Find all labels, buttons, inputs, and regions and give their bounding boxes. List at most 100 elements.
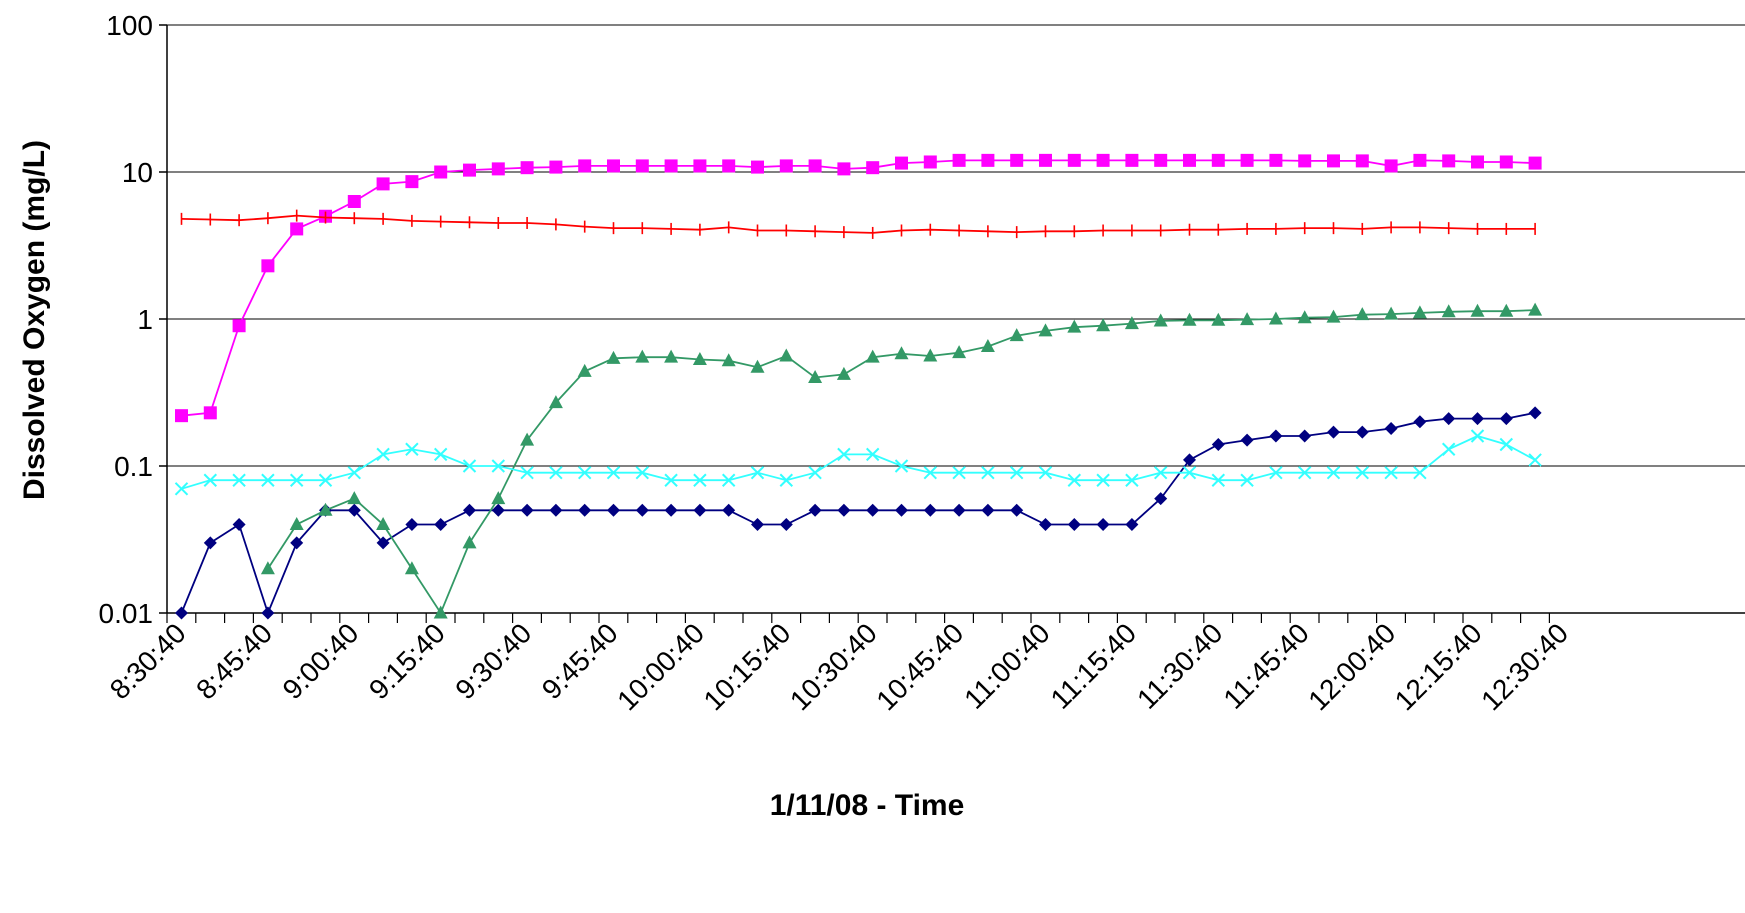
data-point-square <box>808 159 822 173</box>
data-point-triangle <box>952 345 967 359</box>
data-point-diamond <box>664 503 678 517</box>
data-point-triangle <box>520 432 535 446</box>
data-point-square <box>1413 153 1427 167</box>
data-point-x <box>664 473 678 487</box>
data-point-x <box>174 482 189 496</box>
data-point-x <box>261 473 275 487</box>
data-point-square <box>578 159 592 173</box>
data-point-x <box>1413 466 1427 480</box>
data-point-triangle <box>1441 304 1456 318</box>
data-point-x <box>1528 453 1542 467</box>
data-point-square <box>1211 153 1225 167</box>
data-point-x <box>1499 437 1514 452</box>
data-point-x <box>1297 466 1312 480</box>
data-point-x <box>1211 473 1226 487</box>
data-point-square <box>664 159 678 173</box>
data-point-square <box>203 406 217 420</box>
data-point-x <box>635 466 650 480</box>
data-point-square <box>1355 154 1369 168</box>
data-point-square <box>1471 155 1484 169</box>
data-point-triangle <box>1009 328 1024 342</box>
data-point-x <box>433 447 448 462</box>
data-point-diamond <box>693 503 707 517</box>
data-point-diamond <box>923 503 937 517</box>
series-layer <box>174 153 1543 620</box>
data-point-x <box>376 447 390 462</box>
data-point-square <box>1499 155 1513 169</box>
x-tick-label: 12:30:40 <box>1475 617 1574 716</box>
data-point-diamond <box>1010 503 1024 517</box>
data-point-square <box>923 155 937 169</box>
data-point-diamond <box>1528 406 1542 420</box>
data-point-diamond <box>751 517 764 531</box>
data-point-x <box>1384 466 1398 480</box>
data-point-square <box>722 159 736 173</box>
data-point-x <box>289 473 304 487</box>
series-2 <box>180 209 1536 239</box>
data-point-x <box>894 459 909 473</box>
data-point-square <box>175 409 188 423</box>
data-point-x <box>693 473 707 487</box>
series-0 <box>175 406 1542 620</box>
data-point-x <box>1125 473 1139 487</box>
x-tick-label: 9:00:40 <box>277 617 365 705</box>
series-line <box>181 159 1536 417</box>
data-point-diamond <box>290 536 304 550</box>
data-point-diamond <box>347 503 361 517</box>
data-point-triangle <box>1297 310 1312 324</box>
data-point-diamond <box>491 503 505 517</box>
x-tick-label: 9:30:40 <box>449 617 537 705</box>
data-point-square <box>520 161 534 175</box>
series-1 <box>175 153 1542 423</box>
data-point-diamond <box>232 517 246 531</box>
data-point-square <box>866 161 880 175</box>
data-point-diamond <box>808 503 822 517</box>
data-point-square <box>549 160 563 174</box>
data-point-square <box>751 160 764 174</box>
y-tick-label: 10 <box>122 157 153 188</box>
data-point-diamond <box>1183 453 1196 467</box>
x-tick-label: 8:45:40 <box>190 617 278 705</box>
x-tick-labels: 8:30:408:45:409:00:409:15:409:30:409:45:… <box>104 617 1574 716</box>
data-point-triangle <box>491 491 506 505</box>
data-point-triangle <box>1384 306 1399 320</box>
data-point-diamond <box>203 536 217 550</box>
data-point-x <box>981 466 995 480</box>
data-point-x <box>405 442 419 456</box>
data-point-x <box>750 466 765 480</box>
data-point-x <box>1470 429 1485 443</box>
data-point-triangle <box>577 363 592 377</box>
x-tick-label: 9:15:40 <box>363 617 451 705</box>
data-point-square <box>491 162 505 176</box>
y-tick-labels: 0.01 0.1 1 10 100 <box>99 10 154 629</box>
series-line <box>181 214 1536 234</box>
data-point-x <box>1441 442 1456 456</box>
data-point-triangle <box>1153 313 1168 327</box>
data-point-square <box>1269 153 1283 167</box>
series-line <box>181 435 1536 490</box>
data-point-diamond <box>607 503 620 517</box>
data-point-diamond <box>1269 429 1283 443</box>
series-3 <box>260 302 1543 619</box>
data-point-diamond <box>549 503 563 517</box>
data-point-square <box>347 194 361 208</box>
data-point-diamond <box>635 503 649 517</box>
data-point-diamond <box>578 503 592 517</box>
y-tick-label: 100 <box>106 10 153 41</box>
data-point-triangle <box>606 350 621 364</box>
data-point-triangle <box>664 349 679 363</box>
data-point-diamond <box>1240 433 1254 447</box>
x-tick-label: 11:15:40 <box>1045 617 1143 715</box>
data-point-square <box>952 153 966 167</box>
x-tick-label: 11:00:40 <box>958 617 1056 715</box>
data-point-x <box>318 473 333 487</box>
data-point-x <box>232 473 246 487</box>
data-point-diamond <box>1067 517 1081 531</box>
x-tick-label: 11:45:40 <box>1217 617 1315 715</box>
data-point-triangle <box>260 561 275 575</box>
data-point-square <box>895 156 908 170</box>
data-point-diamond <box>434 517 448 531</box>
data-point-square <box>1125 153 1139 167</box>
data-point-diamond <box>405 517 419 531</box>
